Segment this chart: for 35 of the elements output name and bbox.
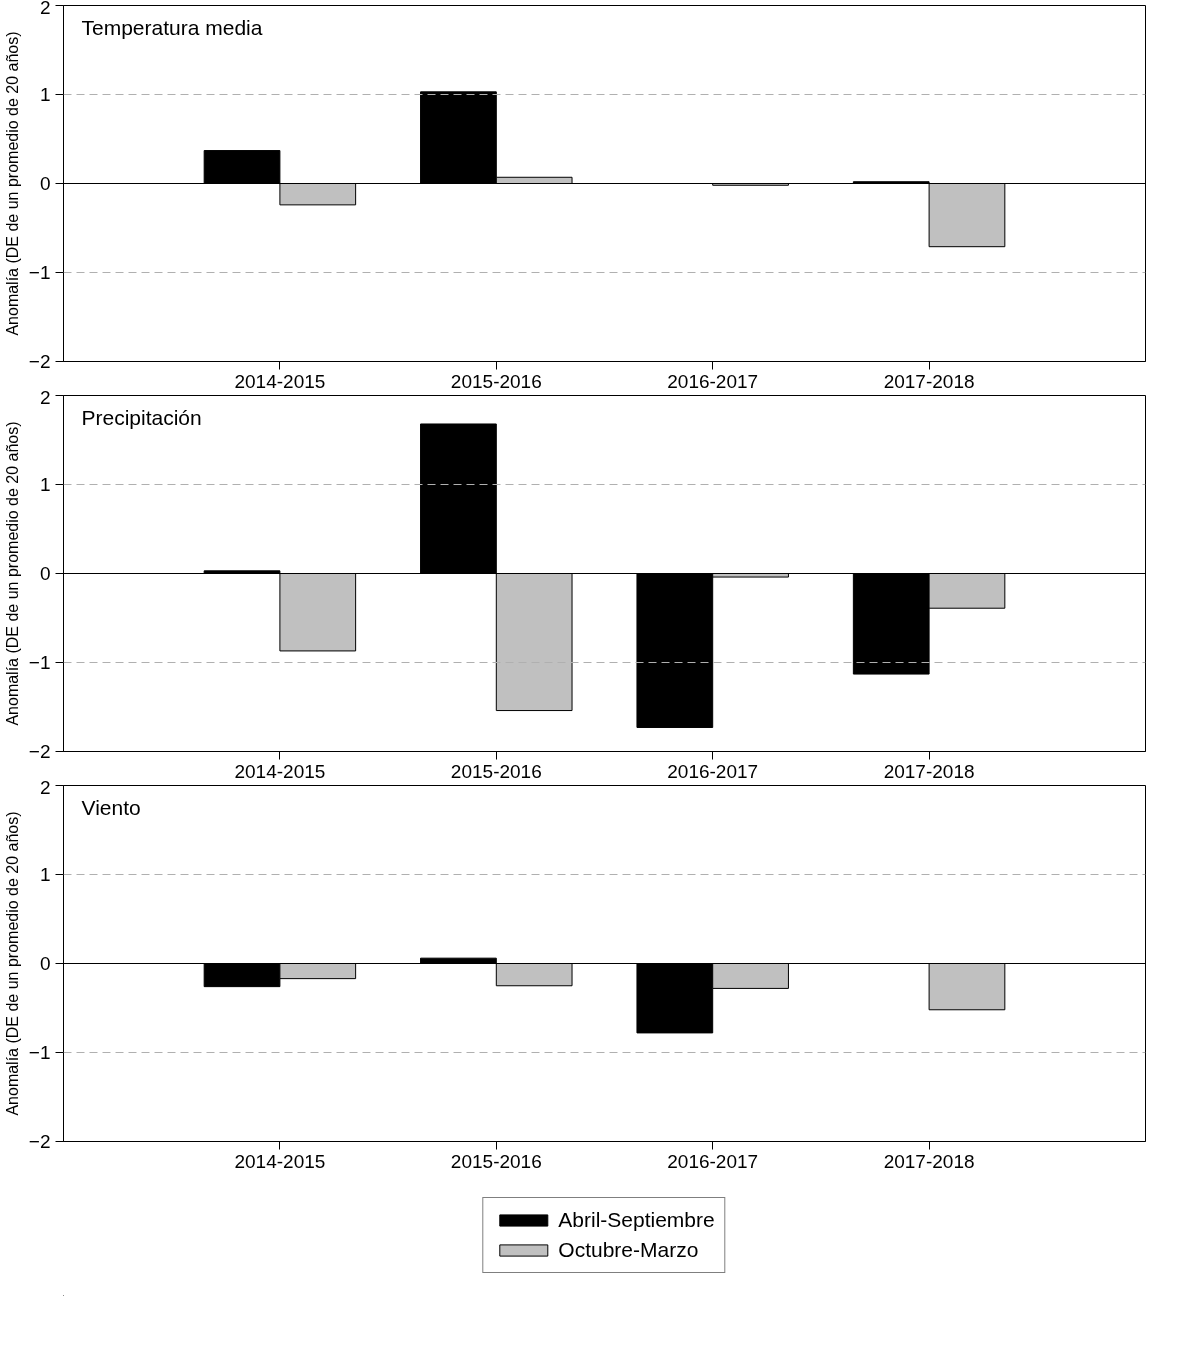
x-tick-label: 2017-2018 <box>883 1150 975 1172</box>
y-tick-label: 0 <box>39 173 51 194</box>
x-tick-label: 2014-2015 <box>234 1150 326 1172</box>
y-tick-label: 1 <box>39 474 51 495</box>
y-tick-label: −1 <box>28 652 51 673</box>
y-tick-label: 0 <box>39 953 51 974</box>
x-tick-label: 2015-2016 <box>450 370 542 392</box>
x-tick-label: 2015-2016 <box>450 760 542 782</box>
y-tick-label: 0 <box>39 563 51 584</box>
y-axis-title: Anomalía (DE de un promedio de 20 años) <box>3 31 21 336</box>
y-axis-title: Anomalía (DE de un promedio de 20 años) <box>3 811 21 1116</box>
x-tick-label: 2016-2017 <box>667 1150 759 1172</box>
legend-label: Octubre-Marzo <box>558 1238 699 1262</box>
y-tick-label: 1 <box>39 864 51 885</box>
y-axis-title: Anomalía (DE de un promedio de 20 años) <box>3 421 21 726</box>
y-tick-label: −1 <box>28 262 51 283</box>
y-tick-label: −2 <box>28 351 51 372</box>
y-tick-label: −2 <box>28 741 51 762</box>
x-tick-label: 2014-2015 <box>234 760 326 782</box>
y-tick-label: 1 <box>39 84 51 105</box>
legend-label: Abril-Septiembre <box>558 1208 715 1232</box>
y-tick-label: −2 <box>28 1131 51 1152</box>
y-tick-label: 2 <box>39 0 51 18</box>
x-tick-label: 2015-2016 <box>450 1150 542 1172</box>
text: Temperatura media <box>81 15 263 39</box>
x-tick-label: 2016-2017 <box>667 760 759 782</box>
x-tick-label: 2016-2017 <box>667 370 759 392</box>
x-tick-label: 2017-2018 <box>883 370 975 392</box>
text: Viento <box>81 795 141 819</box>
y-tick-label: −1 <box>28 1042 51 1063</box>
text: Precipitación <box>81 405 202 429</box>
y-tick-label: 2 <box>39 386 51 408</box>
y-tick-label: 2 <box>39 776 51 798</box>
x-tick-label: 2017-2018 <box>883 760 975 782</box>
x-tick-label: 2014-2015 <box>234 370 326 392</box>
